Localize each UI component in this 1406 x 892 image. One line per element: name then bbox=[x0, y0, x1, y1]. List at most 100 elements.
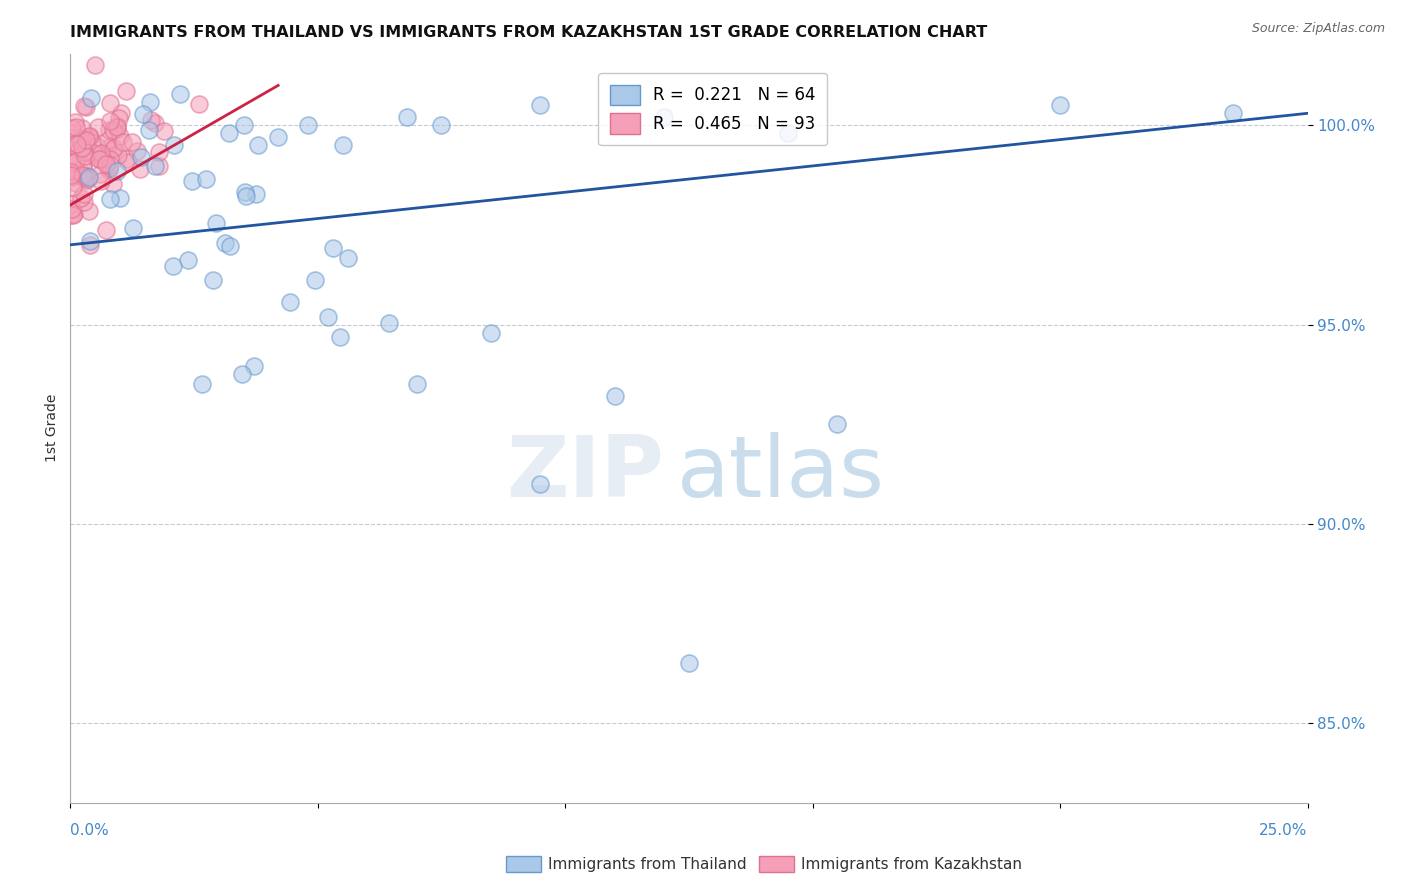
Point bbox=[105, 119, 128, 133]
Point bbox=[76, 100, 98, 114]
Point bbox=[107, 148, 129, 162]
Point bbox=[105, 164, 128, 178]
Point bbox=[79, 234, 101, 248]
Point bbox=[62, 208, 84, 222]
Point bbox=[143, 116, 166, 130]
Point bbox=[72, 169, 94, 184]
Text: atlas: atlas bbox=[676, 432, 884, 515]
Point bbox=[105, 122, 128, 136]
Point bbox=[101, 123, 124, 137]
Point bbox=[233, 185, 256, 199]
Point bbox=[112, 135, 135, 149]
Point bbox=[218, 238, 240, 252]
Point bbox=[90, 174, 112, 188]
Point bbox=[75, 149, 97, 163]
Point bbox=[73, 195, 96, 210]
Point bbox=[60, 165, 83, 179]
Point bbox=[329, 330, 352, 344]
Point bbox=[218, 126, 240, 140]
Point bbox=[98, 192, 121, 206]
Point bbox=[231, 367, 253, 381]
Point bbox=[148, 159, 170, 173]
Point bbox=[98, 123, 121, 137]
Point bbox=[72, 145, 94, 160]
Point bbox=[60, 121, 83, 136]
Point bbox=[105, 120, 128, 134]
Point bbox=[108, 128, 131, 143]
Text: Source: ZipAtlas.com: Source: ZipAtlas.com bbox=[1251, 22, 1385, 36]
Point bbox=[187, 96, 209, 111]
Point bbox=[232, 118, 254, 132]
Point bbox=[90, 146, 112, 161]
Point bbox=[214, 235, 236, 250]
Point bbox=[65, 120, 87, 135]
Point bbox=[63, 153, 86, 167]
Point bbox=[169, 87, 191, 102]
Point bbox=[479, 326, 502, 340]
Point bbox=[117, 155, 139, 169]
Point bbox=[73, 99, 96, 113]
Point bbox=[72, 141, 94, 155]
Point bbox=[98, 114, 121, 128]
Point bbox=[204, 217, 226, 231]
Point bbox=[65, 176, 87, 190]
Text: 25.0%: 25.0% bbox=[1260, 822, 1308, 838]
Point bbox=[83, 146, 105, 161]
Point bbox=[122, 221, 145, 235]
Point bbox=[430, 118, 453, 132]
Point bbox=[125, 145, 148, 159]
Point bbox=[304, 273, 326, 287]
Point bbox=[62, 154, 84, 169]
Point bbox=[69, 134, 91, 148]
Point bbox=[65, 154, 87, 169]
Point bbox=[378, 316, 401, 330]
Point bbox=[297, 118, 319, 132]
Point bbox=[87, 152, 110, 166]
Point bbox=[108, 191, 131, 205]
Point bbox=[63, 136, 86, 150]
Point bbox=[153, 124, 176, 138]
Point bbox=[143, 160, 166, 174]
Point bbox=[103, 177, 125, 191]
Point bbox=[195, 172, 218, 186]
Point bbox=[83, 58, 105, 72]
Point bbox=[1049, 98, 1071, 112]
Point bbox=[70, 191, 93, 205]
Point bbox=[80, 91, 103, 105]
Point bbox=[1222, 106, 1244, 120]
Point bbox=[529, 98, 551, 112]
Point bbox=[247, 138, 270, 153]
Point bbox=[163, 137, 186, 152]
Point bbox=[110, 105, 132, 120]
Point bbox=[79, 237, 101, 252]
Point bbox=[79, 131, 101, 145]
Point bbox=[98, 158, 121, 172]
Point bbox=[60, 126, 83, 140]
Point bbox=[235, 189, 257, 203]
Point bbox=[96, 223, 118, 237]
Point bbox=[278, 294, 301, 309]
Point bbox=[60, 202, 83, 216]
Point bbox=[97, 163, 120, 178]
Point bbox=[73, 187, 96, 202]
Point bbox=[776, 126, 799, 140]
Point bbox=[77, 171, 100, 186]
Point bbox=[70, 141, 93, 155]
Point bbox=[75, 173, 97, 187]
Point bbox=[98, 152, 121, 166]
Point bbox=[65, 115, 87, 129]
Point bbox=[72, 161, 94, 175]
Point bbox=[60, 170, 83, 185]
Text: 0.0%: 0.0% bbox=[70, 822, 110, 838]
Point bbox=[395, 110, 418, 124]
Point bbox=[65, 163, 87, 178]
Point bbox=[96, 141, 118, 155]
Point bbox=[245, 186, 267, 201]
Point bbox=[75, 133, 97, 147]
Point bbox=[86, 139, 108, 153]
Point bbox=[76, 169, 98, 184]
Point bbox=[115, 83, 138, 97]
Point bbox=[180, 174, 202, 188]
Point bbox=[97, 133, 120, 147]
Point bbox=[162, 259, 184, 273]
